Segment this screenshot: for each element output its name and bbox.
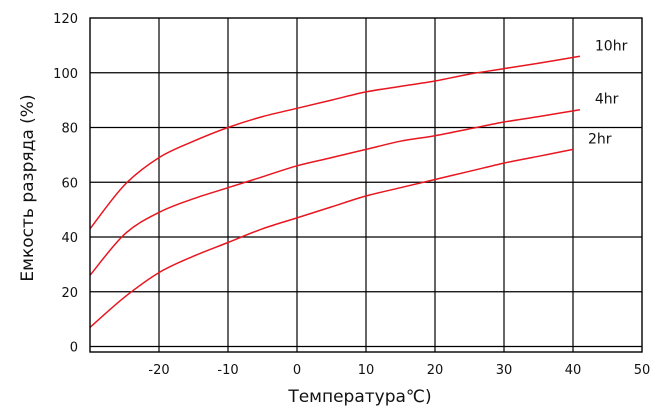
x-tick-label: -10 xyxy=(217,363,238,378)
x-tick-label: 50 xyxy=(634,363,651,378)
series-label-4hr: 4hr xyxy=(595,92,619,108)
grid xyxy=(90,18,642,352)
y-tick-label: 0 xyxy=(70,341,78,356)
y-tick-label: 40 xyxy=(61,231,78,246)
series-line-4hr xyxy=(89,108,581,276)
series-label-10hr: 10hr xyxy=(595,38,628,54)
series-line-2hr xyxy=(89,148,574,328)
x-tick-label: 10 xyxy=(358,363,375,378)
x-tick-label: 0 xyxy=(293,363,301,378)
series-lines xyxy=(89,55,581,328)
y-tick-label: 80 xyxy=(61,122,78,137)
series-labels: 10hr 4hr 2hr xyxy=(588,38,628,147)
y-tick-label: 20 xyxy=(61,286,78,301)
x-tick-labels: -20 -10 0 10 20 30 40 50 xyxy=(148,363,650,378)
series-line-10hr xyxy=(89,55,581,230)
x-tick-label: 20 xyxy=(427,363,444,378)
y-tick-label: 120 xyxy=(53,12,78,27)
series-label-2hr: 2hr xyxy=(588,131,612,147)
x-tick-label: 40 xyxy=(565,363,582,378)
x-tick-label: -20 xyxy=(148,363,169,378)
x-axis-title: Температура℃) xyxy=(287,387,431,407)
plot-frame xyxy=(89,17,643,353)
y-axis-title: Емкость разряда (%) xyxy=(18,94,38,281)
y-tick-label: 60 xyxy=(61,176,78,191)
y-tick-label: 100 xyxy=(53,67,78,82)
x-tick-label: 30 xyxy=(496,363,513,378)
y-tick-labels: 0 20 40 60 80 100 120 xyxy=(53,12,78,356)
